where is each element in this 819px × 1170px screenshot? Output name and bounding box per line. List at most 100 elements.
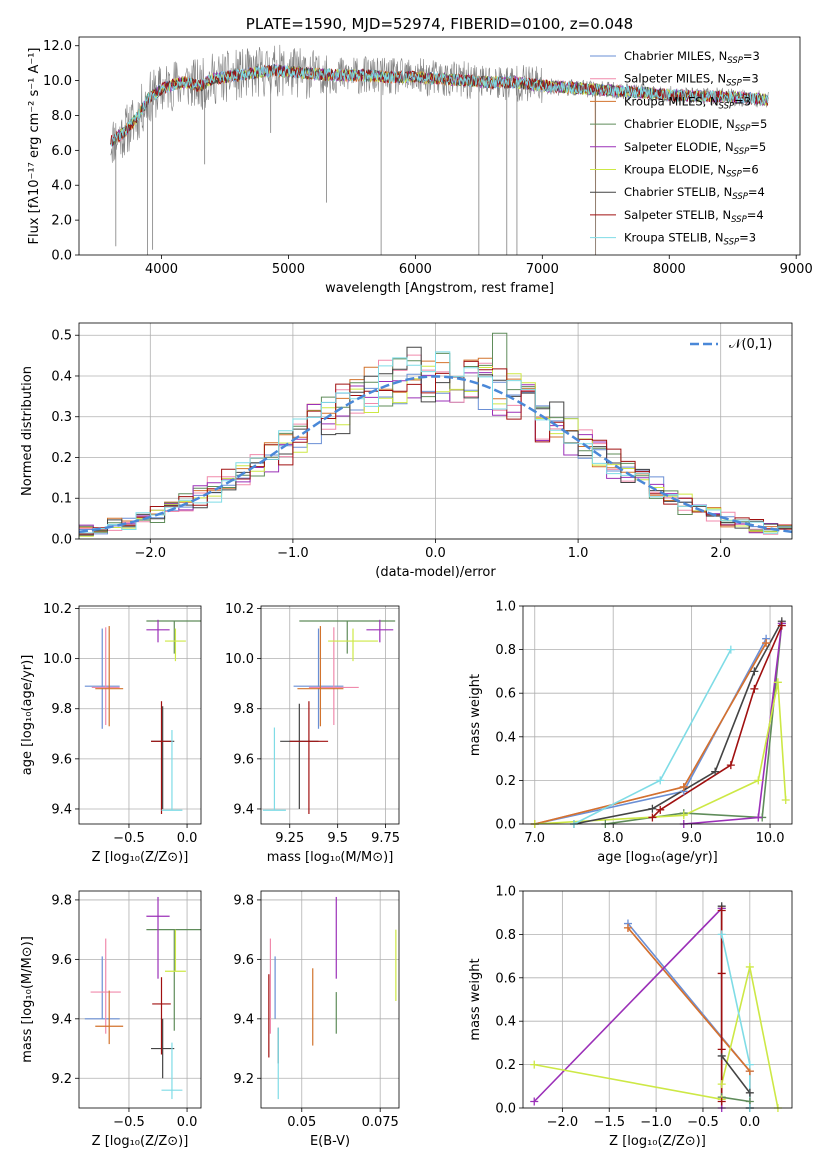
x-tick-label: 8.0 bbox=[603, 831, 624, 846]
axes-frame bbox=[78, 605, 202, 825]
y-axis-label: Normed distribution bbox=[20, 366, 35, 496]
plot-area bbox=[268, 896, 397, 1100]
y-tick-label: 9.6 bbox=[233, 752, 254, 767]
y-tick-label: 10.0 bbox=[43, 652, 72, 667]
point-marker bbox=[773, 678, 782, 687]
normal-curve bbox=[79, 375, 792, 534]
legend-nssp: =4 bbox=[747, 208, 764, 222]
point-marker bbox=[745, 962, 754, 971]
x-tick-label: 0.0 bbox=[177, 1115, 198, 1130]
point-marker bbox=[745, 1088, 754, 1097]
x-tick-label: 6000 bbox=[399, 262, 432, 277]
y-tick-label: 10.2 bbox=[225, 602, 254, 617]
panel-3: −0.5 0.0 9.4 9.6 9.8 10.0 10.2 Z [log₁₀(Z/Z⊙)] a… bbox=[20, 602, 202, 865]
y-axis-label: Flux [fλ10⁻¹⁷ erg cm⁻² s⁻¹ A⁻¹] bbox=[27, 48, 42, 245]
legend-subscript: SSP bbox=[732, 192, 748, 202]
point-marker bbox=[656, 805, 665, 814]
x-tick-label: 5000 bbox=[272, 262, 305, 277]
legend-nssp: =3 bbox=[734, 94, 751, 108]
y-tick-label: 4.0 bbox=[51, 179, 72, 194]
x-tick-label: 9.5 bbox=[327, 831, 348, 846]
y-tick-label: 0.6 bbox=[495, 971, 516, 986]
histogram-series bbox=[79, 351, 792, 539]
y-axis-label: mass [log₁₀(M/M⊙)] bbox=[20, 936, 35, 1063]
legend-subscript: SSP bbox=[731, 215, 747, 225]
panel-4: 9.25 9.5 9.75 9.4 9.6 9.8 10.0 10.2 mass [log₁₀(… bbox=[225, 602, 400, 865]
legend-subscript: SSP bbox=[727, 56, 743, 66]
legend-entry: Kroupa STELIB, NSSP=3 bbox=[624, 231, 756, 248]
x-tick-label: −2.0 bbox=[547, 1115, 579, 1130]
y-tick-label: 0.1 bbox=[51, 492, 72, 507]
y-tick-label: 9.6 bbox=[51, 752, 72, 767]
point-marker bbox=[623, 923, 632, 932]
y-axis-label: mass weight bbox=[468, 674, 483, 756]
x-tick-label: −0.5 bbox=[113, 831, 145, 846]
x-tick-label: 10.0 bbox=[756, 831, 785, 846]
weight-line bbox=[683, 623, 783, 824]
point-marker bbox=[717, 1080, 726, 1089]
panel-7: 0.05 0.075 9.2 9.4 9.6 9.8 E(B-V) bbox=[233, 890, 400, 1149]
y-tick-label: 0.2 bbox=[51, 451, 72, 466]
x-axis-label: Z [log₁₀(Z/Z⊙)] bbox=[92, 1134, 189, 1149]
panel-1: 4000 5000 6000 7000 8000 9000 0.0 2.0 4.0 6.0 8.0 1… bbox=[27, 36, 813, 296]
model-spectrum bbox=[110, 64, 769, 147]
x-axis-label: age [log₁₀(age/yr)] bbox=[597, 850, 718, 865]
point-marker bbox=[717, 1045, 726, 1054]
x-tick-label: 9.25 bbox=[275, 831, 304, 846]
x-tick-label: 1.0 bbox=[568, 546, 589, 561]
point-marker bbox=[656, 776, 665, 785]
legend-entry: Chabrier STELIB, NSSP=4 bbox=[624, 185, 765, 202]
point-marker bbox=[717, 930, 726, 939]
weight-line bbox=[605, 623, 783, 824]
x-tick-label: 7.0 bbox=[524, 831, 545, 846]
y-tick-label: 9.4 bbox=[51, 1012, 72, 1027]
panel-8: −2.0 −1.5 −1.0 −0.5 0.0 0.0 0.2 0.4 0.6 0.8 1.0 Z [… bbox=[468, 885, 793, 1149]
plot-area bbox=[534, 620, 787, 824]
point-marker bbox=[754, 813, 763, 822]
y-tick-label: 10.0 bbox=[225, 652, 254, 667]
point-marker bbox=[679, 811, 688, 820]
axes-frame bbox=[522, 890, 793, 1109]
y-tick-label: 0.8 bbox=[495, 643, 516, 658]
axes-frame bbox=[78, 36, 801, 256]
x-tick-label: 9.0 bbox=[681, 831, 702, 846]
y-tick-label: 10.2 bbox=[43, 602, 72, 617]
y-tick-label: 0.0 bbox=[495, 818, 516, 833]
y-tick-label: 0.4 bbox=[51, 369, 72, 384]
legend-nssp: =4 bbox=[748, 185, 765, 199]
point-marker bbox=[717, 906, 726, 915]
legend-entry: Kroupa ELODIE, NSSP=6 bbox=[624, 163, 759, 180]
weight-line bbox=[720, 908, 750, 1103]
point-marker bbox=[530, 1060, 539, 1069]
model-spectrum bbox=[110, 64, 769, 146]
y-tick-label: 0.2 bbox=[495, 774, 516, 789]
x-axis-label: E(B-V) bbox=[310, 1134, 350, 1149]
legend-subscript: SSP bbox=[734, 147, 750, 157]
y-tick-label: 0.0 bbox=[495, 1102, 516, 1117]
y-tick-label: 9.6 bbox=[51, 953, 72, 968]
y-tick-label: 9.2 bbox=[233, 1072, 254, 1087]
legend-nssp: =3 bbox=[739, 231, 756, 245]
legend-subscript: SSP bbox=[719, 101, 735, 111]
x-tick-label: 0.05 bbox=[287, 1115, 316, 1130]
axes-frame bbox=[78, 322, 793, 540]
y-tick-label: 2.0 bbox=[51, 214, 72, 229]
y-tick-label: 0.2 bbox=[495, 1058, 516, 1073]
legend-subscript: SSP bbox=[726, 79, 742, 89]
legend-nssp: =5 bbox=[749, 140, 766, 154]
axes-frame bbox=[522, 605, 793, 825]
y-tick-label: 9.8 bbox=[233, 702, 254, 717]
point-marker bbox=[726, 761, 735, 770]
y-tick-label: 6.0 bbox=[51, 144, 72, 159]
weight-line bbox=[720, 906, 751, 1108]
weight-line bbox=[573, 620, 783, 824]
plot-area bbox=[110, 44, 769, 255]
y-tick-label: 0.5 bbox=[51, 329, 72, 344]
axes-frame bbox=[260, 890, 400, 1109]
legend-subscript: SSP bbox=[726, 170, 742, 180]
chart-title: PLATE=1590, MJD=52974, FIBERID=0100, z=0… bbox=[246, 15, 633, 33]
legend-subscript: SSP bbox=[735, 124, 751, 134]
legend-nssp: =6 bbox=[742, 163, 759, 177]
weight-line bbox=[534, 642, 767, 824]
y-tick-label: 9.2 bbox=[51, 1072, 72, 1087]
